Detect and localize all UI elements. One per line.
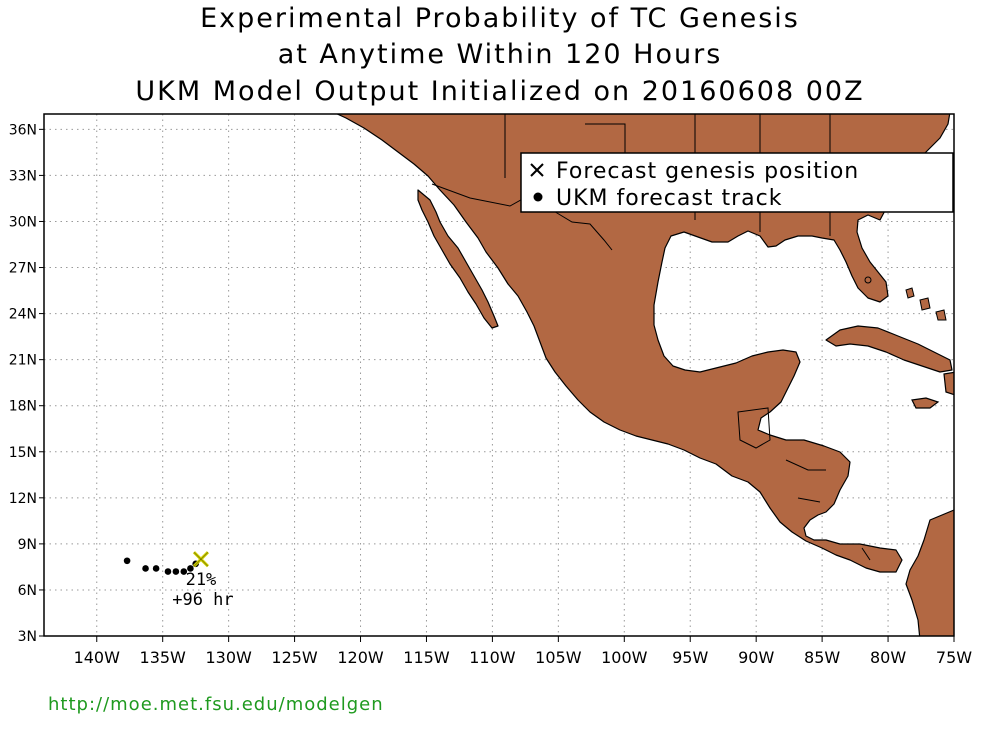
lon-tick-label: 135W [140,648,187,667]
lat-tick-label: 27N [9,261,37,277]
lon-tick-label: 100W [601,648,648,667]
track-point [142,565,149,572]
lon-tick-label: 130W [205,648,252,667]
track-point [123,557,131,565]
lat-tick-label: 3N [18,629,37,645]
lead-time-label: +96 hr [172,590,233,610]
track-point [164,568,172,575]
land-hispaniola [943,371,954,396]
track-point [180,568,188,575]
lon-tick-label: 110W [469,648,516,667]
title-line-1: Experimental Probability of TC Genesis [200,3,800,34]
track-point [172,568,180,575]
lat-tick-label: 24N [9,307,37,323]
land-north-america [335,114,951,573]
lon-tick-label: 95W [672,648,708,667]
land-south-america [905,509,954,636]
land-baja-california [417,189,499,329]
legend-dot-symbol [533,192,543,202]
lat-tick-label: 30N [9,214,37,230]
genesis-x-marker [192,551,210,568]
land-jamaica [911,397,940,409]
land-cuba [825,325,953,373]
map-frame [43,113,955,637]
lat-tick-label: 21N [9,353,37,369]
legend-genesis-label: Forecast genesis position [556,159,859,184]
land-layer [335,114,954,636]
forecast-track [123,557,199,575]
lat-tick-label: 6N [18,583,37,599]
lon-tick-label: 140W [74,648,121,667]
track-point [187,565,194,572]
lat-tick-label: 15N [9,445,37,461]
legend-box [520,152,954,213]
title-line-3: UKM Model Output Initialized on 20160608… [135,76,865,107]
lat-tick-label: 33N [9,168,37,184]
footer-url-link[interactable]: http://moe.met.fsu.edu/modelgen [48,694,384,715]
legend-track-label: UKM forecast track [556,186,782,211]
genesis-probability-label: 21% [186,570,217,590]
lon-tick-label: 85W [804,648,840,667]
land-bahamas [905,287,947,321]
title-line-2: at Anytime Within 120 Hours [277,39,723,70]
lon-tick-label: 120W [337,648,384,667]
lon-tick-label: 75W [936,648,972,667]
lat-tick-label: 18N [9,399,37,415]
legend: Forecast genesis position UKM forecast t… [520,152,954,213]
legend-x-symbol [530,163,544,177]
lat-tick-label: 12N [9,491,37,507]
lon-tick-label: 105W [535,648,582,667]
lon-tick-label: 80W [870,648,906,667]
track-point [152,565,160,572]
axis-ticks: 140W 135W 130W 125W 120W 115W 110W 105W 100W 95W 9… [9,122,973,667]
lon-tick-label: 125W [271,648,318,667]
lon-tick-label: 115W [403,648,450,667]
lon-tick-label: 90W [738,648,774,667]
lat-tick-label: 9N [18,537,37,553]
lat-tick-label: 36N [9,122,37,138]
